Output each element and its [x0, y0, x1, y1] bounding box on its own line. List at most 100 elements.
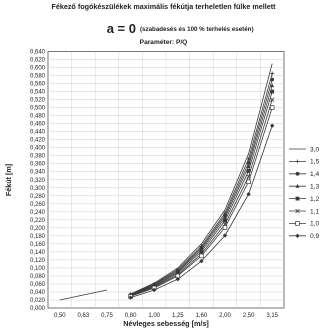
legend-item: 1,5	[289, 159, 319, 166]
legend-item: 1,0	[289, 221, 319, 228]
x-tick-label: 1,60	[196, 313, 208, 319]
y-tick-label: 0,540	[30, 90, 46, 96]
data-point	[270, 77, 275, 82]
param-note: (szabadesés és 100 % terhelés esetén)	[140, 26, 254, 33]
data-point	[270, 83, 275, 88]
x-axis-label: Névleges sebesség [m/s]	[123, 319, 209, 328]
y-tick-label: 0,480	[30, 114, 46, 120]
y-tick-label: 0,080	[30, 274, 46, 280]
series-lines	[59, 63, 275, 301]
chart-title: Fékező fogókészülékek maximális fékútja …	[51, 2, 276, 11]
chart-subtitle: Paraméter: P/Q	[140, 39, 188, 46]
legend-marker	[295, 233, 300, 238]
y-tick-label: 0,620	[30, 58, 46, 64]
legend-item: 1,1	[289, 208, 319, 215]
x-tick-label: 0,63	[78, 313, 90, 319]
y-tick-label: 0,500	[30, 106, 46, 112]
legend-label: 3,0	[310, 146, 319, 153]
low-speed-segment	[59, 289, 108, 301]
data-point	[269, 105, 275, 110]
x-tick-label: 2,50	[243, 313, 255, 319]
legend-item: 0,9	[289, 233, 319, 240]
y-tick-label: 0,360	[30, 162, 46, 168]
y-tick-label: 0,220	[30, 218, 46, 224]
data-point	[270, 89, 275, 94]
data-point	[270, 123, 275, 128]
y-tick-label: 0,200	[30, 226, 46, 232]
x-tick-label: 1,00	[148, 313, 160, 319]
y-tick-label: 0,320	[30, 178, 46, 184]
y-tick-label: 0,160	[30, 242, 46, 248]
y-tick-label: 0,140	[30, 250, 46, 256]
y-tick-label: 0,600	[30, 66, 46, 72]
y-tick-label: 0,040	[30, 290, 46, 296]
data-point	[246, 191, 251, 197]
data-point	[175, 271, 180, 276]
legend-label: 1,2	[310, 196, 319, 203]
data-point	[270, 71, 275, 76]
y-tick-label: 0,000	[30, 306, 46, 312]
legend-item: 1,2	[289, 196, 319, 203]
y-tick-label: 0,100	[30, 266, 46, 272]
y-tick-label: 0,400	[30, 146, 46, 152]
series-7	[128, 123, 275, 300]
x-tick-label: 0,50	[54, 313, 66, 319]
data-point	[128, 295, 133, 300]
data-point	[270, 97, 275, 102]
x-axis-ticks: 0,50 0,63 0,75 0,80 1,00 1,25 1,60 2,00 2,50 3,15	[54, 313, 279, 319]
y-tick-label: 0,440	[30, 130, 46, 136]
legend: 3,0 1,5 1,4 1,3 1,2 1,1 1,0 0,9	[289, 146, 319, 240]
y-tick-label: 0,300	[30, 186, 46, 192]
legend-marker	[295, 221, 300, 226]
x-tick-label: 2,00	[219, 313, 231, 319]
y-tick-label: 0,240	[30, 210, 46, 216]
legend-label: 0,9	[310, 233, 319, 240]
x-tick-label: 3,15	[266, 313, 278, 319]
x-tick-label: 1,25	[172, 313, 184, 319]
data-point	[199, 249, 204, 254]
legend-label: 1,1	[310, 208, 319, 215]
y-tick-label: 0,280	[30, 194, 46, 200]
data-point	[222, 233, 228, 238]
legend-label: 1,0	[310, 221, 319, 228]
y-tick-label: 0,020	[30, 298, 46, 304]
grid	[48, 51, 284, 308]
y-tick-label: 0,260	[30, 202, 46, 208]
data-point	[199, 258, 204, 264]
y-axis-ticks: 0,000 0,020 0,040 0,060 0,080 0,100 0,120 0,140…	[30, 50, 46, 313]
y-tick-label: 0,380	[30, 154, 46, 160]
legend-label: 1,4	[310, 171, 319, 178]
legend-item: 1,4	[289, 171, 319, 178]
y-tick-label: 0,180	[30, 234, 46, 240]
data-point	[152, 287, 157, 293]
y-tick-label: 0,580	[30, 74, 46, 80]
y-tick-label: 0,520	[30, 98, 46, 104]
y-axis-label: Fékút [m]	[4, 164, 13, 196]
legend-item: 3,0	[289, 146, 319, 153]
legend-label: 1,3	[310, 184, 319, 191]
y-tick-label: 0,640	[30, 50, 46, 56]
data-point	[223, 218, 227, 223]
y-tick-label: 0,460	[30, 122, 46, 128]
x-tick-label: 0,80	[125, 313, 137, 319]
data-point	[199, 253, 204, 259]
legend-label: 1,5	[310, 159, 319, 166]
legend-marker	[295, 208, 300, 214]
legend-item: 1,3	[289, 184, 319, 191]
data-point	[246, 179, 251, 185]
y-tick-label: 0,060	[30, 282, 46, 288]
data-point	[175, 276, 180, 282]
param-label: a = 0	[107, 21, 136, 36]
legend-marker	[295, 171, 300, 176]
y-tick-label: 0,340	[30, 170, 46, 176]
x-tick-label: 0,75	[101, 313, 113, 319]
y-tick-label: 0,420	[30, 138, 46, 144]
data-point	[246, 169, 251, 173]
legend-marker	[295, 159, 300, 164]
legend-marker	[295, 196, 300, 201]
legend-marker	[295, 183, 300, 188]
y-tick-label: 0,560	[30, 82, 46, 88]
y-tick-label: 0,120	[30, 258, 46, 264]
data-point	[222, 225, 228, 230]
